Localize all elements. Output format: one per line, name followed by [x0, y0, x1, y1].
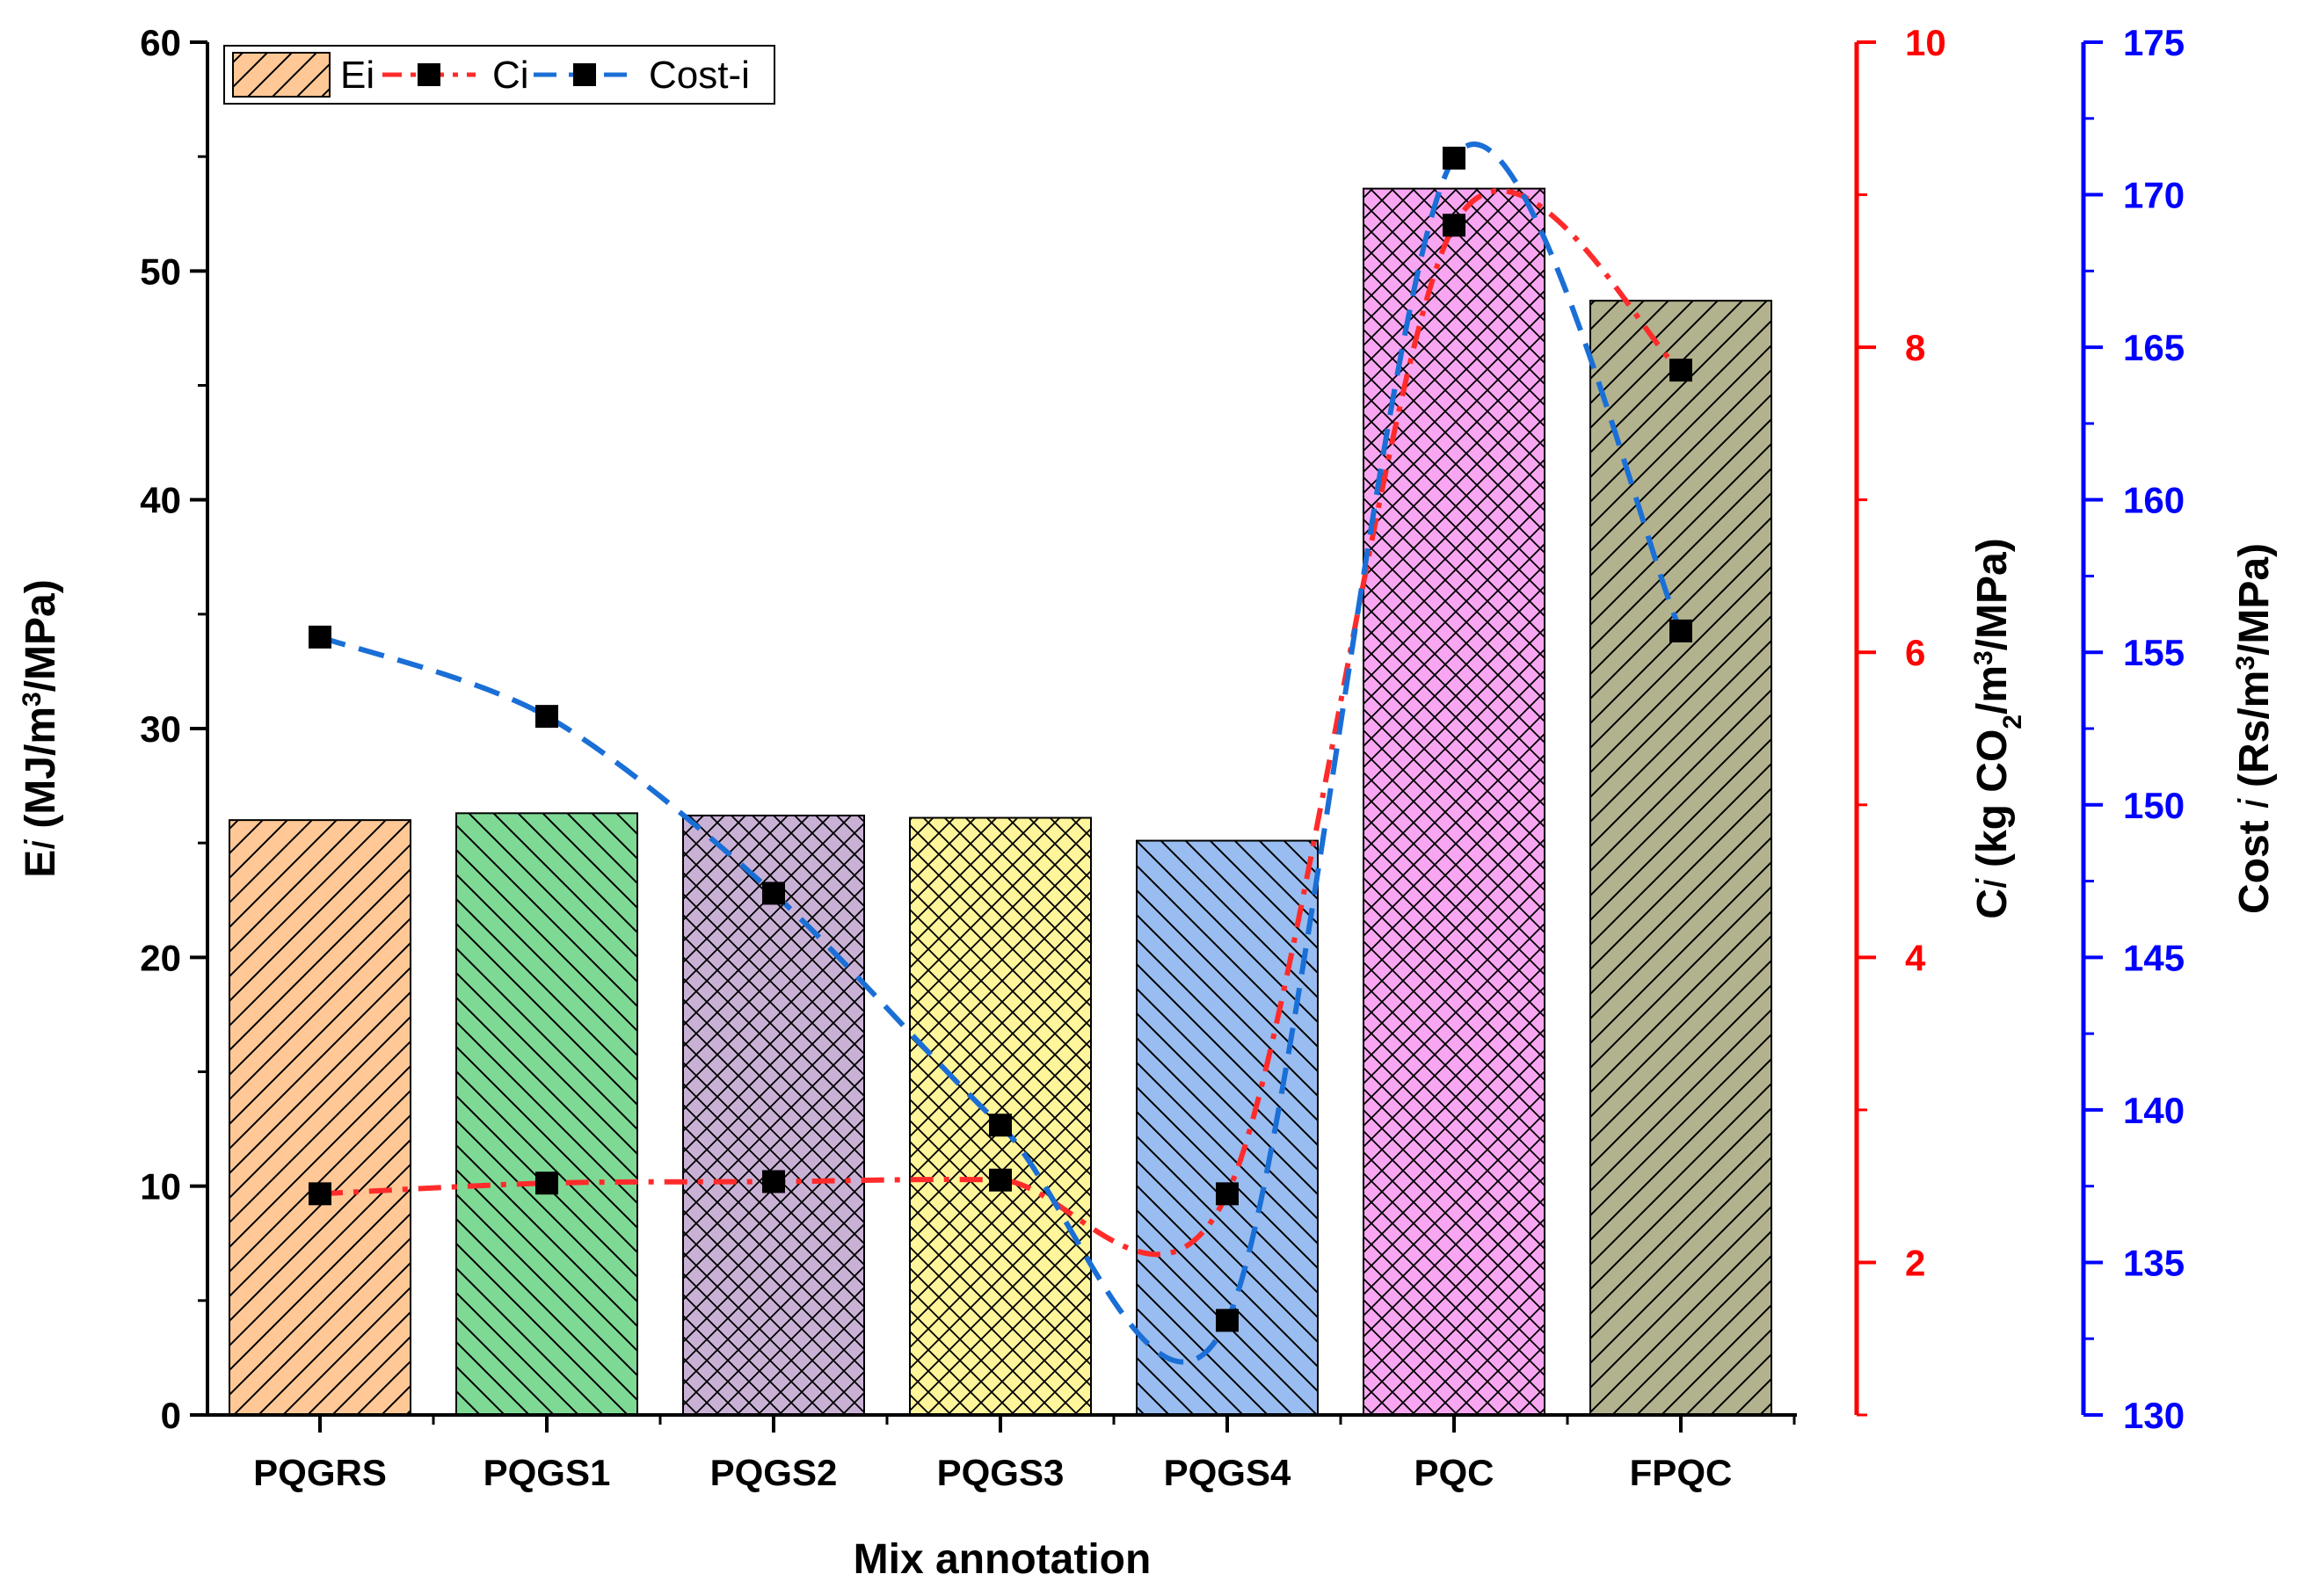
right1-tick-label-8: 8 — [1905, 327, 1925, 368]
bars-layer — [229, 187, 1772, 1417]
left-axis-title: Ei (MJ/m3/MPa) — [18, 579, 65, 877]
right2-tick-label-150: 150 — [2123, 785, 2185, 826]
bar-PQGS2 — [682, 814, 865, 1416]
marker-Ci-PQC — [1443, 214, 1465, 237]
legend-swatch-Ei — [232, 52, 331, 98]
right2-tick-label-155: 155 — [2123, 632, 2185, 673]
legend-label-Ei: Ei — [340, 54, 374, 97]
left-tick-label-20: 20 — [140, 937, 181, 978]
right2-tick-label-130: 130 — [2123, 1395, 2185, 1436]
right-axis-2-title: Cost i (Rs/m3/MPa) — [2231, 543, 2279, 914]
bar-PQGS1 — [455, 812, 638, 1416]
marker-Cost-i-PQGS1 — [535, 705, 558, 729]
right1-tick-label-6: 6 — [1905, 632, 1925, 673]
left-tick-label-10: 10 — [140, 1166, 181, 1208]
marker-Ci-PQGS3 — [989, 1168, 1012, 1192]
marker-Cost-i-PQGRS — [309, 625, 331, 649]
marker-Cost-i-FPQC — [1669, 619, 1692, 642]
x-tick-label-PQGS3: PQGS3 — [937, 1452, 1065, 1493]
x-tick-label-PQGS2: PQGS2 — [710, 1452, 838, 1493]
bar-PQC — [1363, 187, 1545, 1417]
legend-label-Cost-i: Cost-i — [649, 54, 750, 97]
lines-layer — [309, 141, 1692, 1365]
marker-Cost-i-PQGS3 — [989, 1114, 1012, 1137]
axes-layer: 0 10 20 30 40 50 60 PQGRS PQGS1 PQGS2 PQGS3 PQGS4 PQ… — [18, 22, 2279, 1583]
right1-tick-label-4: 4 — [1905, 937, 1926, 978]
x-tick-label-PQC: PQC — [1414, 1452, 1494, 1493]
marker-Cost-i-PQGS4 — [1216, 1309, 1239, 1332]
legend-marker-Ci — [418, 63, 440, 86]
x-tick-label-FPQC: FPQC — [1630, 1452, 1733, 1493]
marker-Cost-i-PQC — [1443, 146, 1465, 170]
marker-Ci-PQGRS — [309, 1182, 331, 1206]
bar-FPQC — [1589, 300, 1772, 1417]
marker-Ci-FPQC — [1669, 359, 1692, 382]
right1-tick-label-10: 10 — [1905, 22, 1946, 63]
line-Cost-i — [319, 141, 1683, 1365]
legend: Ei Ci Cost-i — [223, 45, 775, 105]
legend-marker-Cost-i — [573, 63, 596, 86]
marker-Ci-PQGS2 — [762, 1170, 785, 1193]
bar-PQGRS — [229, 819, 411, 1416]
left-tick-label-50: 50 — [140, 250, 181, 292]
right1-tick-label-2: 2 — [1905, 1242, 1925, 1283]
x-tick-label-PQGRS: PQGRS — [253, 1452, 387, 1493]
left-tick-label-60: 60 — [140, 22, 181, 63]
left-tick-label-30: 30 — [140, 708, 181, 750]
right2-tick-label-170: 170 — [2123, 175, 2185, 216]
legend-label-Ci: Ci — [492, 54, 529, 97]
right2-tick-label-140: 140 — [2123, 1090, 2185, 1131]
left-tick-label-40: 40 — [140, 480, 181, 521]
marker-Cost-i-PQGS2 — [762, 881, 785, 905]
right2-tick-label-145: 145 — [2123, 937, 2185, 978]
right2-tick-label-165: 165 — [2123, 327, 2185, 368]
marker-Ci-PQGS1 — [535, 1172, 558, 1195]
x-axis-title: Mix annotation — [854, 1536, 1152, 1583]
right2-tick-label-175: 175 — [2123, 22, 2185, 63]
marker-Ci-PQGS4 — [1216, 1182, 1239, 1206]
right2-tick-label-160: 160 — [2123, 480, 2185, 521]
x-tick-label-PQGS4: PQGS4 — [1164, 1452, 1291, 1493]
left-tick-label-0: 0 — [161, 1395, 181, 1436]
right2-tick-label-135: 135 — [2123, 1242, 2185, 1283]
right-axis-1-title: Ci (kg CO2/m3/MPa) — [1969, 538, 2027, 918]
x-tick-label-PQGS1: PQGS1 — [484, 1452, 611, 1493]
